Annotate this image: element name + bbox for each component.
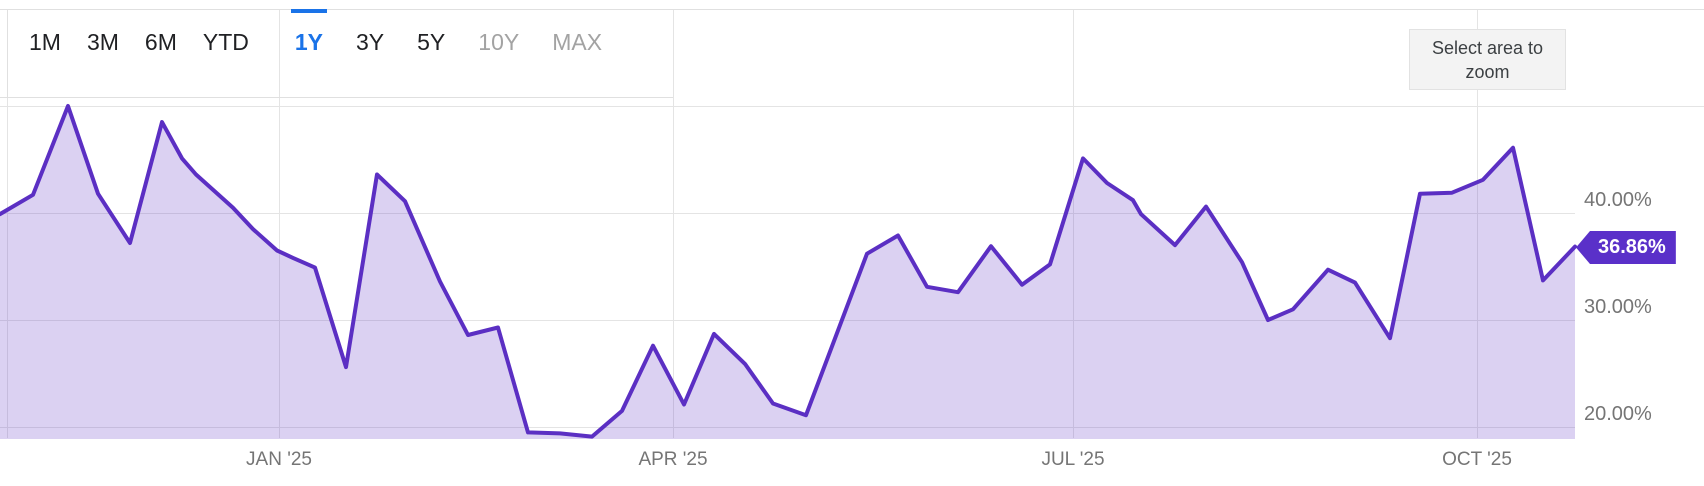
range-button-max: MAX bbox=[552, 29, 603, 55]
select-area-to-zoom-button[interactable]: Select area to zoom bbox=[1409, 29, 1566, 90]
y-gridline bbox=[0, 320, 1575, 321]
x-axis-tick-label: APR '25 bbox=[638, 449, 708, 470]
y-axis-tick-label: 40.00% bbox=[1584, 189, 1652, 211]
y-axis-tick-label: 20.00% bbox=[1584, 403, 1652, 425]
range-button-10y: 10Y bbox=[478, 29, 520, 55]
x-gridline bbox=[1073, 9, 1074, 438]
series-line bbox=[0, 104, 1577, 439]
range-button-5y[interactable]: 5Y bbox=[417, 29, 446, 55]
y-axis-tick-label: 30.00% bbox=[1584, 296, 1652, 318]
y-gridline bbox=[0, 427, 1575, 428]
range-button-1y[interactable]: 1Y bbox=[290, 9, 328, 97]
x-gridline bbox=[1477, 9, 1478, 438]
y-gridline bbox=[0, 213, 1575, 214]
range-button-1m[interactable]: 1M bbox=[29, 29, 61, 55]
toolbar-bottom-border bbox=[0, 97, 673, 98]
top-border bbox=[0, 9, 1704, 10]
x-gridline bbox=[7, 9, 8, 438]
range-button-6m[interactable]: 6M bbox=[144, 29, 177, 55]
range-selector-toolbar: 1M 3M 6M YTD 1Y 3Y 5Y 10Y MAX bbox=[7, 9, 673, 97]
range-button-3y[interactable]: 3Y bbox=[356, 29, 385, 55]
range-button-ytd[interactable]: YTD bbox=[202, 29, 249, 55]
series-area-fill bbox=[0, 106, 1575, 439]
x-axis-tick-label: JAN '25 bbox=[246, 449, 312, 470]
range-button-3m[interactable]: 3M bbox=[86, 29, 119, 55]
toolbar-left-border bbox=[7, 9, 8, 97]
current-value-badge: 36.86% bbox=[1576, 231, 1676, 264]
x-gridline bbox=[673, 9, 674, 438]
x-axis-tick-label: OCT '25 bbox=[1442, 449, 1512, 470]
y-gridline bbox=[0, 106, 1704, 107]
x-gridline bbox=[279, 9, 280, 438]
x-axis-tick-label: JUL '25 bbox=[1041, 449, 1105, 470]
